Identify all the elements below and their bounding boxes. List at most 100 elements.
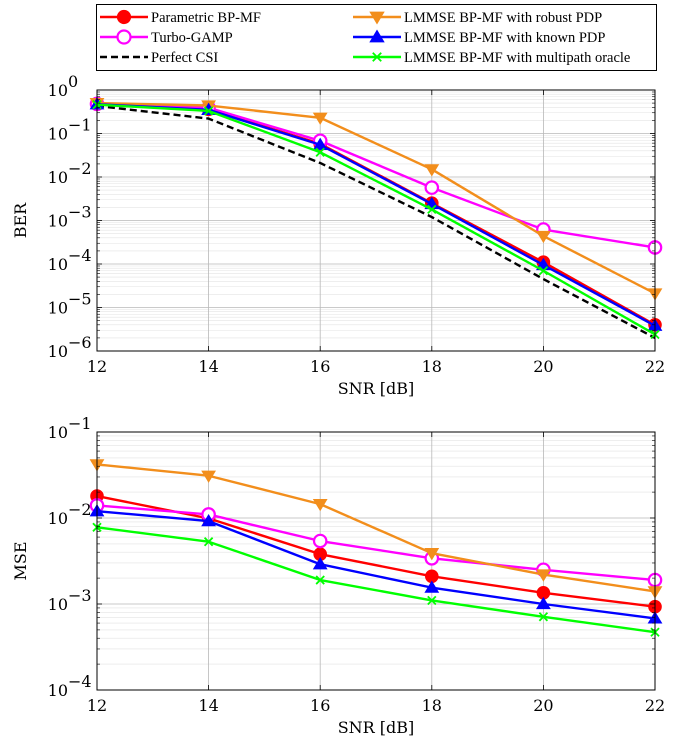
data-point <box>312 533 328 549</box>
legend-label: LMMSE BP-MF with multipath oracle <box>404 50 630 66</box>
series-line <box>96 526 656 634</box>
data-point-stroke-b <box>427 595 437 606</box>
x-tick-label: 20 <box>533 696 553 715</box>
circle-open-marker <box>116 29 132 45</box>
x-tick-label: 14 <box>198 696 218 715</box>
legend-entry-lmmse-bp-mf-with-multipath-oracle: LMMSE BP-MF with multipath oracle <box>353 50 630 66</box>
data-point <box>312 498 328 512</box>
y-axis-label: MSE <box>11 541 30 580</box>
series-line <box>96 494 656 608</box>
y-tick-base: 10 <box>48 681 68 700</box>
y-tick-label: 10 −4 <box>48 246 92 274</box>
y-tick-exponent: −1 <box>68 116 92 135</box>
series-lmmse-bp-mf-with-robust-pdp <box>89 459 663 599</box>
data-point <box>536 569 551 582</box>
y-tick-exponent: −3 <box>68 203 92 222</box>
data-point <box>201 513 216 527</box>
series-line <box>96 103 656 336</box>
data-point <box>201 470 216 483</box>
data-point <box>427 204 437 215</box>
x-tick-label: 20 <box>533 357 553 376</box>
data-point-stroke-b <box>203 106 214 116</box>
data-point <box>536 596 551 610</box>
y-tick-label: 10 −2 <box>48 500 92 528</box>
data-point <box>424 548 440 561</box>
data-point-stroke-b <box>203 537 214 547</box>
legend-entry-perfect-csi: Perfect CSI <box>100 50 218 66</box>
y-tick-label: 10 −6 <box>48 333 92 361</box>
y-tick-base: 10 <box>48 299 68 318</box>
y-tick-exponent: −2 <box>68 500 92 519</box>
data-point <box>424 180 440 195</box>
data-point <box>424 164 440 177</box>
x-tick-label: 18 <box>422 696 442 715</box>
series-perfect-csi <box>96 104 656 339</box>
series-line <box>96 102 656 249</box>
y-tick-label: 10 −3 <box>48 586 92 614</box>
series-line <box>96 463 656 593</box>
y-tick-label: 10 −1 <box>48 414 92 442</box>
series-line <box>96 104 656 339</box>
data-point <box>312 557 328 570</box>
triangle-down-marker <box>369 11 385 25</box>
series-line <box>96 101 656 295</box>
legend: Parametric BP-MF Turbo-GAMP Perfect CSI LMM… <box>96 4 657 71</box>
x-tick-label: 12 <box>87 696 107 715</box>
legend-entry-lmmse-bp-mf-with-robust-pdp: LMMSE BP-MF with robust PDP <box>353 10 602 26</box>
plot-frame <box>96 431 656 691</box>
y-tick-exponent: −4 <box>68 672 92 691</box>
x-tick-label: 18 <box>422 357 442 376</box>
y-tick-base: 10 <box>48 212 68 231</box>
y-tick-base: 10 <box>48 125 68 144</box>
data-point <box>536 230 551 244</box>
data-point <box>315 575 325 585</box>
data-point <box>312 137 328 150</box>
data-point <box>538 612 549 622</box>
y-tick-base: 10 <box>48 595 68 614</box>
y-tick-label: 10 0 <box>48 72 79 100</box>
legend-label: Turbo-GAMP <box>151 30 233 46</box>
legend-label: Perfect CSI <box>151 50 218 66</box>
data-point-stroke-b <box>315 575 325 585</box>
y-tick-exponent: −4 <box>68 246 92 265</box>
data-point-stroke-b <box>538 266 549 276</box>
data-point <box>315 147 325 157</box>
y-tick-base: 10 <box>48 509 68 528</box>
y-tick-base: 10 <box>48 342 68 361</box>
cross-marker-stroke-b <box>372 52 382 62</box>
legend-entry-parametric-bp-mf: Parametric BP-MF <box>100 9 261 26</box>
series-line <box>96 504 656 582</box>
series-lmmse-bp-mf-with-known-pdp <box>89 504 663 624</box>
series-group <box>89 459 663 637</box>
y-tick-exponent: 0 <box>68 72 78 91</box>
y-tick-base: 10 <box>48 168 68 187</box>
x-tick-label: 22 <box>645 357 665 376</box>
legend-entry-turbo-gamp: Turbo-GAMP <box>100 29 233 46</box>
data-point <box>203 537 214 547</box>
y-tick-exponent: −1 <box>68 414 92 433</box>
y-tick-base: 10 <box>48 423 68 442</box>
legend-label: Parametric BP-MF <box>151 10 261 26</box>
series-line <box>96 509 656 620</box>
x-axis-label: SNR [dB] <box>338 718 415 737</box>
legend-label: LMMSE BP-MF with robust PDP <box>404 10 602 26</box>
data-point <box>203 106 214 116</box>
x-tick-label: 14 <box>198 357 218 376</box>
y-tick-base: 10 <box>48 81 68 100</box>
axes <box>96 431 656 691</box>
y-tick-label: 10 −2 <box>48 159 92 187</box>
data-point <box>427 595 437 606</box>
x-axis-label: SNR [dB] <box>338 379 415 398</box>
x-tick-label: 16 <box>310 696 330 715</box>
x-tick-label: 12 <box>87 357 107 376</box>
data-point-stroke-b <box>427 204 437 215</box>
y-tick-base: 10 <box>48 255 68 274</box>
axes <box>96 89 656 352</box>
y-tick-exponent: −5 <box>68 290 92 309</box>
circle-filled-marker <box>116 9 132 25</box>
y-tick-label: 10 −4 <box>48 672 92 700</box>
grid <box>96 89 656 352</box>
y-tick-exponent: −2 <box>68 159 92 178</box>
